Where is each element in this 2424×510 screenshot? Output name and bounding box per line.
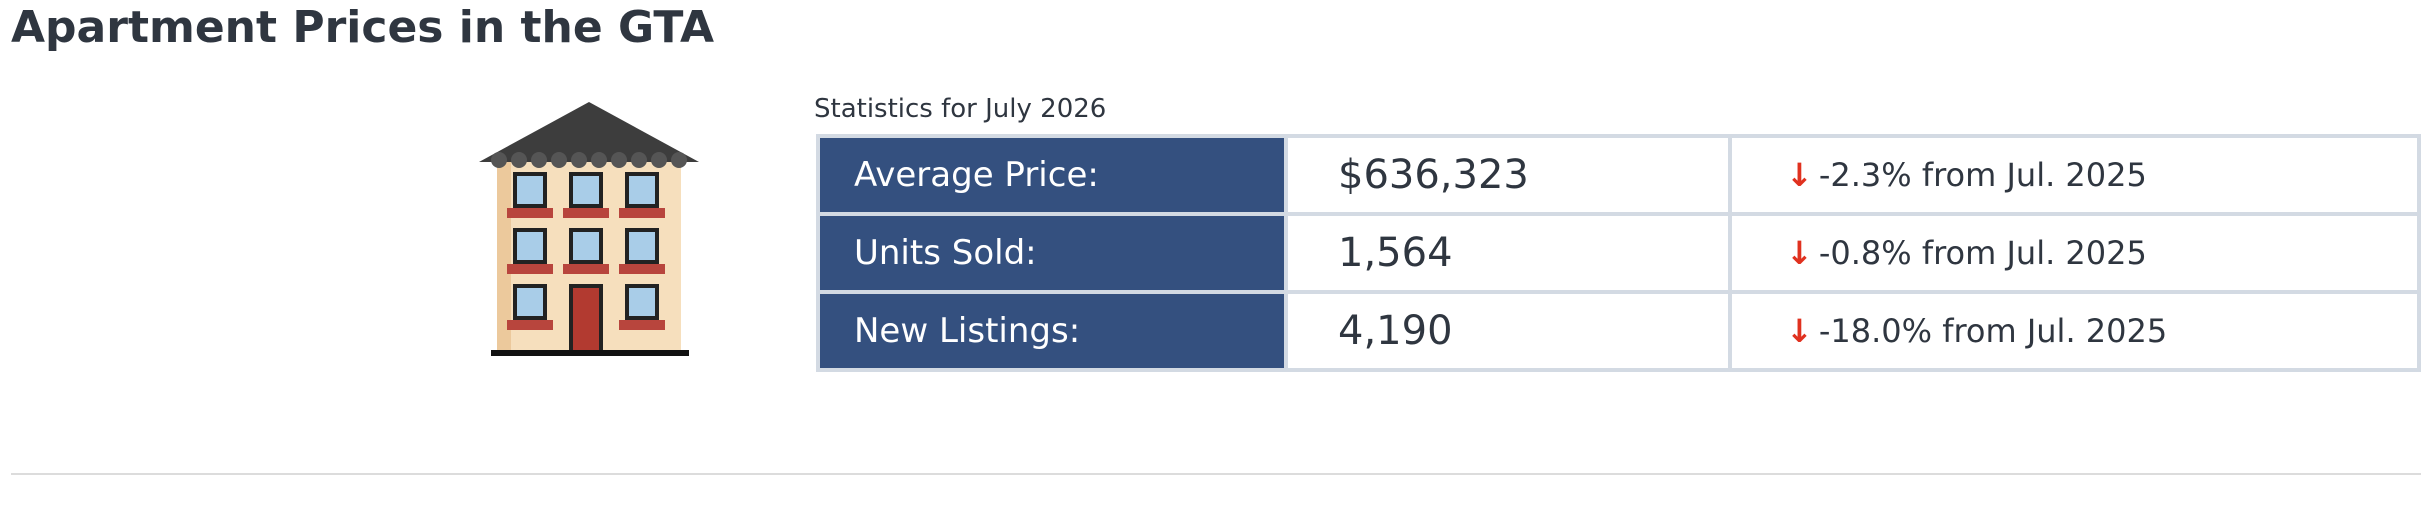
- row-label: Average Price:: [854, 155, 1099, 195]
- house-icon: [479, 102, 699, 356]
- row-change-cell: ↓ -0.8% from Jul. 2025: [1728, 212, 2421, 294]
- row-value: 4,190: [1338, 308, 1453, 354]
- row-value-cell: 1,564: [1284, 212, 1732, 294]
- down-arrow: ↓: [1786, 156, 1813, 194]
- stats-row: Units Sold: 1,564 ↓ -0.8% from Jul. 2025: [816, 212, 2421, 294]
- row-label-cell: Average Price:: [816, 134, 1288, 216]
- row-label: New Listings:: [854, 311, 1081, 351]
- row-value: 1,564: [1338, 230, 1453, 276]
- stats-table: Average Price: $636,323 ↓ -2.3% from Jul. 2…: [816, 134, 2421, 372]
- row-change: -2.3% from Jul. 2025: [1818, 156, 2147, 194]
- row-change-cell: ↓ -2.3% from Jul. 2025: [1728, 134, 2421, 216]
- table-caption: Statistics for July 2026: [814, 94, 1107, 124]
- down-arrow: ↓: [1786, 234, 1813, 272]
- row-label-cell: Units Sold:: [816, 212, 1288, 294]
- row-change: -18.0% from Jul. 2025: [1818, 312, 2168, 350]
- row-label: Units Sold:: [854, 233, 1037, 273]
- divider: [11, 473, 2421, 475]
- row-value: $636,323: [1338, 152, 1529, 198]
- page-title: Apartment Prices in the GTA: [11, 2, 715, 53]
- row-label-cell: New Listings:: [816, 290, 1288, 372]
- stats-row: New Listings: 4,190 ↓ -18.0% from Jul. 2025: [816, 290, 2421, 372]
- down-arrow: ↓: [1786, 312, 1813, 350]
- stats-row: Average Price: $636,323 ↓ -2.3% from Jul. 2…: [816, 134, 2421, 216]
- row-change: -0.8% from Jul. 2025: [1818, 234, 2147, 272]
- row-value-cell: $636,323: [1284, 134, 1732, 216]
- row-change-cell: ↓ -18.0% from Jul. 2025: [1728, 290, 2421, 372]
- row-value-cell: 4,190: [1284, 290, 1732, 372]
